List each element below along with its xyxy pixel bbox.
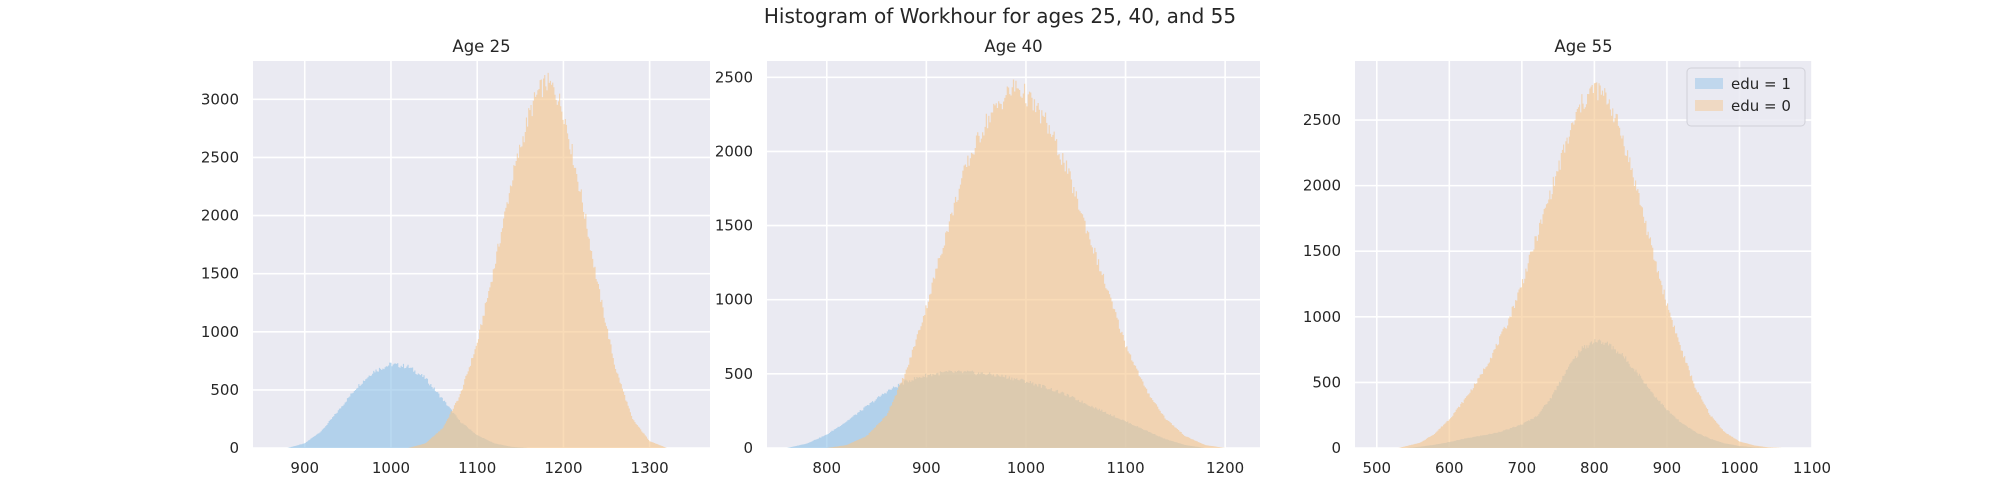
y-tick-label: 500 xyxy=(724,365,753,383)
subplot-1: 900 1000 1100 1200 1300 0 500 1000 1500 2000 2500 3… xyxy=(201,37,710,477)
y-tick-label: 2500 xyxy=(1303,111,1341,129)
x-tick-label: 1100 xyxy=(1793,459,1831,477)
y-tick-label: 1000 xyxy=(201,323,239,341)
x-tick-label: 1000 xyxy=(1007,459,1045,477)
x-tick-label: 1300 xyxy=(631,459,669,477)
x-tick-label: 800 xyxy=(812,459,841,477)
y-tick-label: 1000 xyxy=(1303,308,1341,326)
legend: edu = 1 edu = 0 xyxy=(1686,67,1806,127)
legend-swatch xyxy=(1695,100,1723,111)
legend-label: edu = 1 xyxy=(1731,75,1791,93)
x-tick-label: 900 xyxy=(912,459,941,477)
y-tick-label: 2000 xyxy=(715,142,753,160)
y-tick-label: 2000 xyxy=(201,207,239,225)
subplot-title: Age 25 xyxy=(452,37,510,56)
y-tick-label: 2500 xyxy=(201,148,239,166)
x-tick-label: 1200 xyxy=(1206,459,1244,477)
x-tick-label: 1000 xyxy=(372,459,410,477)
x-tick-label: 1200 xyxy=(544,459,582,477)
y-tick-label: 3000 xyxy=(201,90,239,108)
histogram-edu-1 xyxy=(287,362,530,448)
x-tick-label: 700 xyxy=(1508,459,1537,477)
x-tick-label: 1100 xyxy=(1106,459,1144,477)
y-tick-label: 500 xyxy=(1312,373,1341,391)
subplot-3: 500 600 700 800 900 1000 1100 0 500 1000 1500 2000 2… xyxy=(1303,37,1831,477)
legend-box xyxy=(1686,67,1806,127)
y-tick-label: 1500 xyxy=(1303,242,1341,260)
x-tick-label: 900 xyxy=(290,459,319,477)
x-tick-label: 1000 xyxy=(1720,459,1758,477)
y-tick-label: 500 xyxy=(210,381,239,399)
legend-swatch xyxy=(1695,78,1723,89)
x-tick-label: 600 xyxy=(1435,459,1464,477)
y-tick-label: 1500 xyxy=(715,217,753,235)
y-tick-label: 1500 xyxy=(201,265,239,283)
subplot-title: Age 40 xyxy=(984,37,1042,56)
y-tick-label: 0 xyxy=(1331,439,1341,457)
x-tick-label: 800 xyxy=(1580,459,1609,477)
histogram-edu-0 xyxy=(826,79,1227,448)
legend-label: edu = 0 xyxy=(1731,97,1791,115)
histogram-edu-0 xyxy=(1398,82,1784,449)
y-tick-label: 2000 xyxy=(1303,177,1341,195)
x-tick-label: 500 xyxy=(1362,459,1391,477)
y-tick-label: 0 xyxy=(743,439,753,457)
subplot-2: 800 900 1000 1100 1200 0 500 1000 1500 2000 2500 Ag… xyxy=(715,37,1260,477)
y-tick-label: 1000 xyxy=(715,291,753,309)
x-tick-label: 1100 xyxy=(458,459,496,477)
histogram-edu-0 xyxy=(408,72,668,448)
figure-title: Histogram of Workhour for ages 25, 40, a… xyxy=(763,4,1237,28)
y-tick-label: 2500 xyxy=(715,68,753,86)
y-tick-label: 0 xyxy=(229,439,239,457)
subplot-title: Age 55 xyxy=(1554,37,1612,56)
x-tick-label: 900 xyxy=(1653,459,1682,477)
